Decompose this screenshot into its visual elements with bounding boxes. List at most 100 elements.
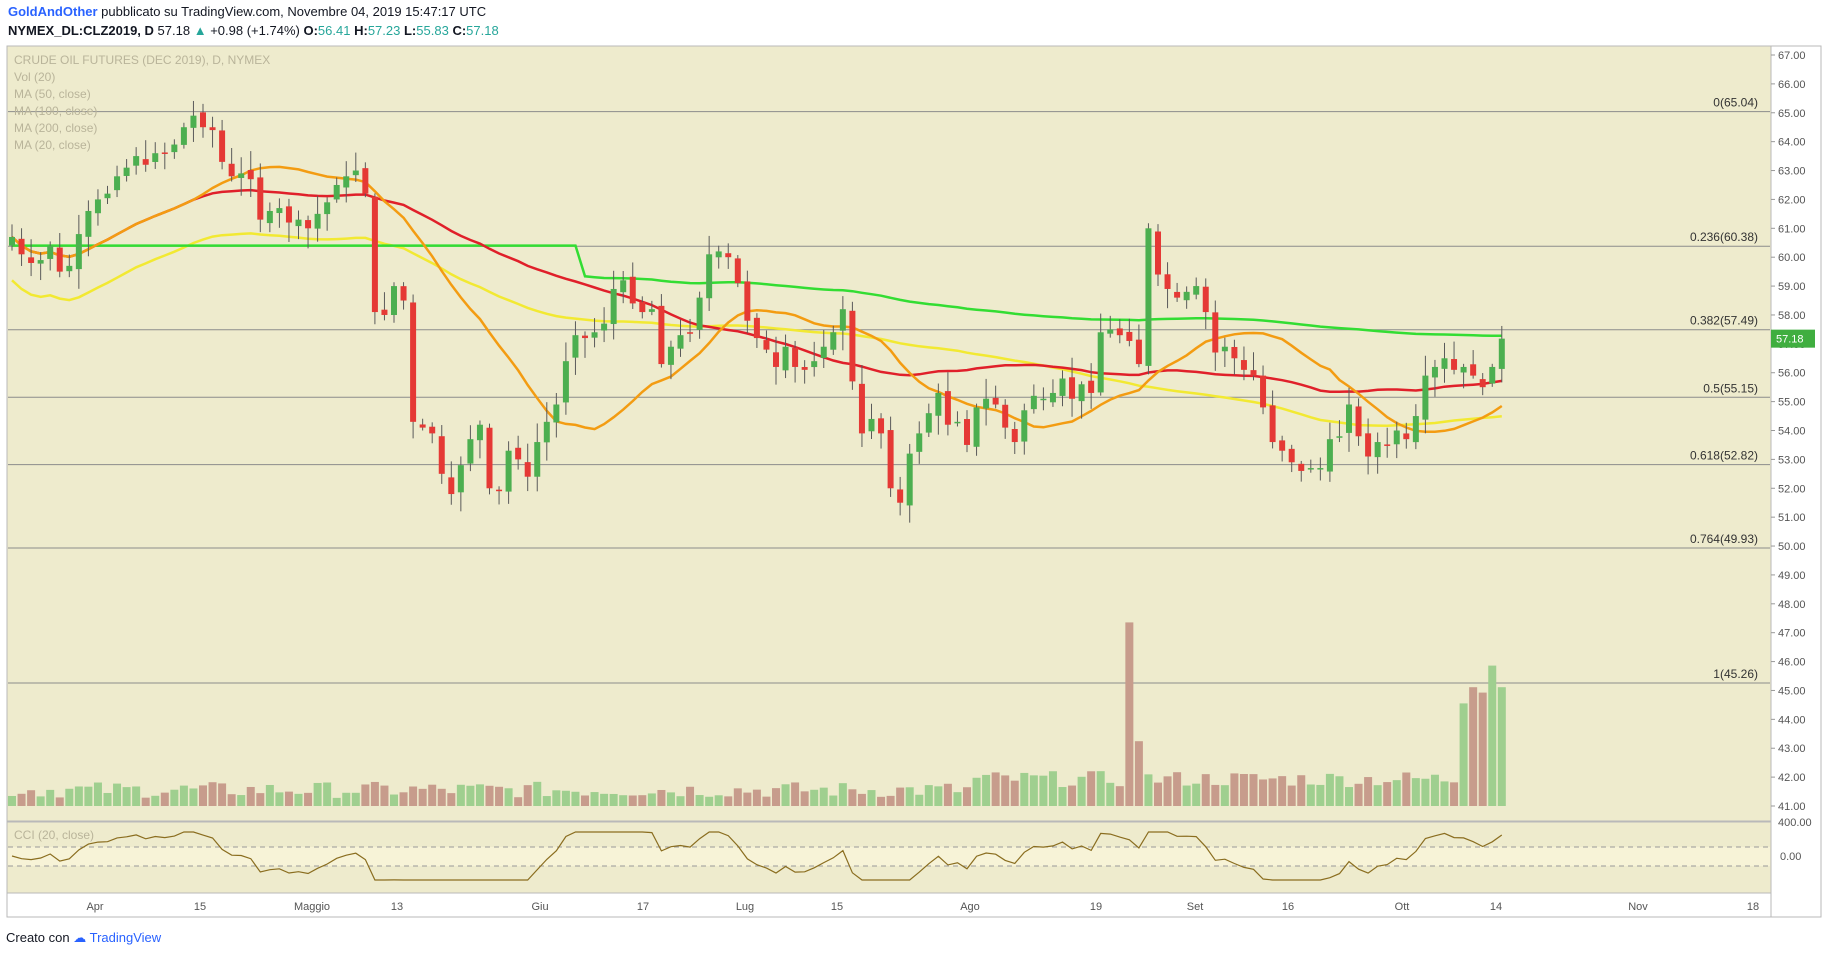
candle[interactable] — [94, 189, 101, 226]
candle[interactable] — [496, 486, 503, 505]
candle[interactable] — [429, 422, 436, 444]
candle[interactable] — [658, 294, 665, 368]
candle[interactable] — [620, 271, 627, 304]
candle[interactable] — [734, 255, 741, 288]
candle[interactable] — [1451, 341, 1458, 375]
candle[interactable] — [1470, 350, 1477, 379]
candle[interactable] — [1317, 457, 1324, 481]
candle[interactable] — [1355, 398, 1362, 446]
candle[interactable] — [219, 119, 226, 170]
candle[interactable] — [1422, 355, 1429, 434]
candle[interactable] — [954, 411, 961, 427]
candle[interactable] — [314, 195, 321, 242]
candle[interactable] — [1269, 390, 1276, 449]
candle[interactable] — [1049, 379, 1056, 407]
candle[interactable] — [677, 319, 684, 357]
candle[interactable] — [1059, 370, 1066, 407]
candle[interactable] — [333, 177, 340, 203]
candle[interactable] — [190, 100, 197, 142]
candle[interactable] — [706, 235, 713, 311]
candle[interactable] — [1164, 262, 1171, 309]
candle[interactable] — [47, 241, 54, 271]
candle[interactable] — [1498, 325, 1505, 383]
candle[interactable] — [9, 224, 15, 251]
candle[interactable] — [1240, 346, 1247, 381]
candle[interactable] — [773, 336, 779, 385]
candle[interactable] — [1489, 363, 1496, 387]
candle[interactable] — [925, 403, 932, 437]
candle[interactable] — [1460, 363, 1467, 389]
candle[interactable] — [56, 233, 63, 278]
candle[interactable] — [1135, 324, 1142, 368]
candle[interactable] — [457, 456, 464, 512]
candle[interactable] — [1088, 363, 1095, 409]
candle[interactable] — [142, 140, 149, 172]
candle[interactable] — [152, 142, 159, 169]
candle[interactable] — [1393, 421, 1400, 459]
candle[interactable] — [448, 461, 455, 505]
candle[interactable] — [1212, 300, 1219, 371]
candle[interactable] — [123, 159, 130, 182]
candle[interactable] — [18, 228, 25, 266]
candle[interactable] — [744, 270, 751, 334]
candle[interactable] — [171, 139, 178, 159]
candle[interactable] — [419, 418, 426, 431]
tradingview-link[interactable]: TradingView — [89, 930, 162, 945]
candle[interactable] — [85, 200, 92, 257]
candle[interactable] — [1441, 342, 1448, 383]
candle[interactable] — [266, 202, 273, 233]
candle[interactable] — [1365, 418, 1372, 475]
candle[interactable] — [371, 193, 378, 325]
candle[interactable] — [1298, 460, 1305, 482]
candle[interactable] — [534, 423, 541, 492]
candle[interactable] — [983, 378, 990, 426]
candle[interactable] — [1011, 421, 1018, 454]
candle[interactable] — [1336, 420, 1343, 443]
candle[interactable] — [897, 476, 904, 516]
candle[interactable] — [543, 402, 550, 461]
candle[interactable] — [247, 151, 254, 198]
candle[interactable] — [667, 340, 674, 380]
candle[interactable] — [1030, 384, 1037, 414]
candle[interactable] — [715, 245, 722, 269]
candle[interactable] — [1097, 313, 1104, 396]
candle[interactable] — [830, 325, 837, 355]
candle[interactable] — [696, 291, 703, 339]
candle[interactable] — [1174, 282, 1181, 302]
candle[interactable] — [820, 329, 827, 368]
candle[interactable] — [964, 410, 970, 453]
candle[interactable] — [1288, 444, 1295, 473]
candle[interactable] — [916, 421, 923, 464]
candle[interactable] — [878, 413, 885, 449]
candle[interactable] — [1384, 427, 1391, 458]
candle[interactable] — [1231, 339, 1238, 375]
candle[interactable] — [868, 403, 875, 439]
candle[interactable] — [973, 403, 980, 456]
candle[interactable] — [629, 262, 636, 309]
candle[interactable] — [1069, 357, 1076, 417]
candle[interactable] — [1116, 319, 1123, 344]
candle[interactable] — [639, 296, 646, 319]
candle[interactable] — [343, 161, 350, 203]
candle[interactable] — [1374, 432, 1381, 474]
candle[interactable] — [228, 148, 235, 182]
candle[interactable] — [133, 147, 140, 175]
candle[interactable] — [906, 443, 913, 523]
candle[interactable] — [515, 435, 522, 470]
candle[interactable] — [610, 270, 617, 340]
candle[interactable] — [362, 162, 369, 198]
candle[interactable] — [572, 321, 579, 375]
candle[interactable] — [476, 420, 483, 459]
candle[interactable] — [467, 425, 474, 472]
candle[interactable] — [180, 122, 187, 149]
candle[interactable] — [582, 331, 588, 358]
candle[interactable] — [1412, 404, 1419, 450]
candle[interactable] — [1479, 373, 1486, 396]
candle[interactable] — [524, 443, 531, 492]
candle[interactable] — [849, 301, 856, 390]
candle[interactable] — [37, 252, 44, 281]
candle[interactable] — [1193, 277, 1200, 300]
candle[interactable] — [725, 243, 732, 269]
candle[interactable] — [1002, 399, 1009, 439]
